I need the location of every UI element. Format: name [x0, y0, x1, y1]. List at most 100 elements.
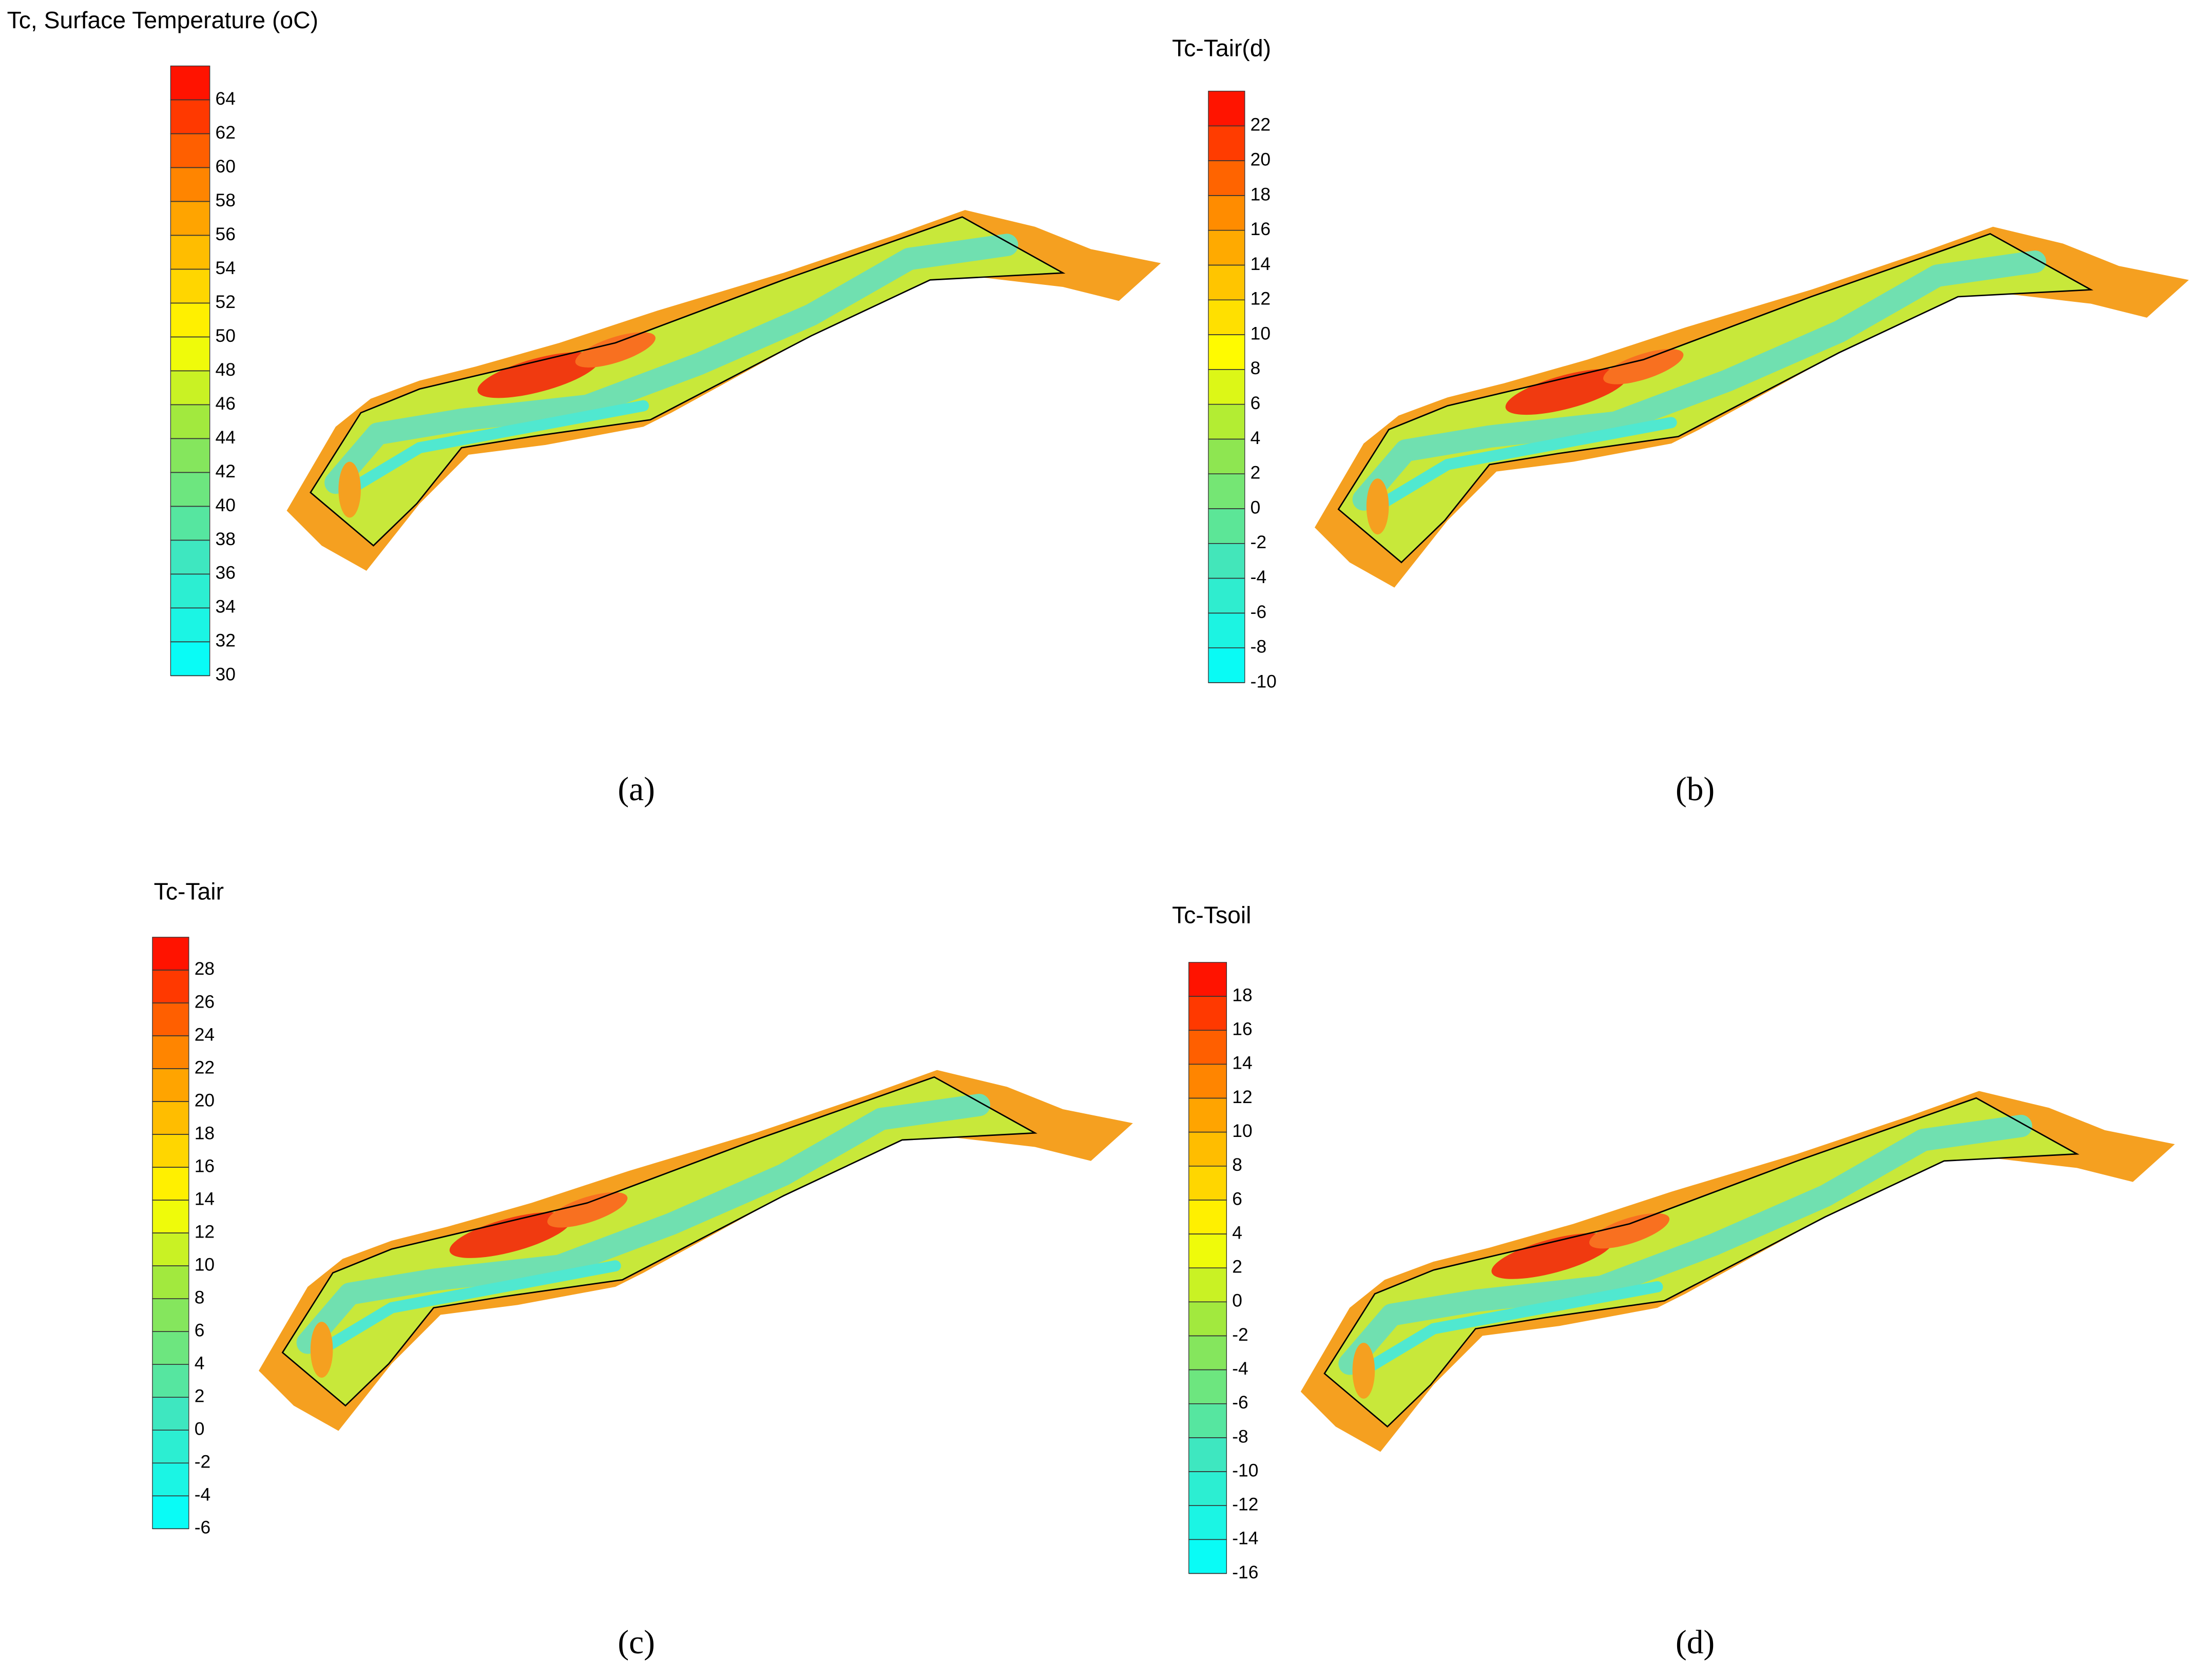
colorbar-band [1188, 1233, 1227, 1268]
colorbar-band [170, 201, 210, 236]
panel-caption: (d) [1676, 1624, 1715, 1661]
colorbar-band [1188, 1505, 1227, 1540]
colorbar-band [1208, 230, 1245, 266]
colorbar-band [1208, 647, 1245, 683]
colorbar-tick-label: -16 [1232, 1562, 1258, 1582]
colorbar-tick-label: -6 [195, 1517, 210, 1538]
colorbar-band [152, 1068, 189, 1102]
colorbar-tick-label: 12 [1251, 288, 1271, 309]
colorbar-tick-label: 42 [216, 461, 236, 481]
colorbar-tick-label: 8 [1251, 358, 1261, 378]
colorbar-band [1188, 962, 1227, 997]
colorbar-tick-label: 4 [1251, 428, 1261, 448]
colorbar-tick-label: -10 [1232, 1460, 1258, 1480]
colorbar-tick-label: 2 [1251, 462, 1261, 483]
colorbar-band [1188, 1437, 1227, 1472]
temperature-field [1301, 1091, 2175, 1452]
colorbar-band [170, 573, 210, 609]
colorbar-band [170, 641, 210, 677]
colorbar-band [1208, 438, 1245, 474]
colorbar-tick-label: 16 [195, 1155, 215, 1176]
colorbar-tick-label: 6 [1232, 1188, 1242, 1209]
colorbar-tick-label: 56 [216, 224, 236, 244]
colorbar-tick-label: 14 [195, 1188, 215, 1209]
colorbar-tick-label: 48 [216, 359, 236, 380]
colorbar-tick-label: 0 [1251, 497, 1261, 517]
colorbar-band [1208, 473, 1245, 509]
colorbar-tick-label: 28 [195, 958, 215, 979]
colorbar-band [1188, 1301, 1227, 1337]
colorbar-band [152, 1200, 189, 1233]
colorbar-tick-label: 16 [1251, 219, 1271, 239]
colorbar-tick-label: 2 [195, 1386, 205, 1406]
panel-caption: (c) [618, 1624, 655, 1661]
colorbar-tick-label: -6 [1232, 1392, 1248, 1413]
colorbar-band [1188, 1369, 1227, 1404]
colorbar-band [1208, 403, 1245, 440]
colorbar-band [170, 235, 210, 270]
colorbar-tick-label: -10 [1251, 671, 1277, 691]
colorbar-tick-label: 22 [195, 1057, 215, 1077]
colorbar-tick-label: 18 [1232, 984, 1252, 1005]
colorbar-tick-label: -2 [195, 1452, 210, 1472]
colorbar-tick-label: 38 [216, 529, 236, 549]
colorbar-band [1188, 1030, 1227, 1065]
colorbar-tick-label: 4 [195, 1353, 205, 1374]
colorbar-tick-label: 14 [1232, 1053, 1252, 1073]
panel-title: Tc-Tair [154, 878, 224, 904]
panel-title: Tc-Tair(d) [1172, 34, 1271, 61]
panel-caption: (b) [1676, 771, 1715, 808]
colorbar-band [1208, 299, 1245, 335]
colorbar-band [1188, 1166, 1227, 1201]
colorbar-band [1208, 334, 1245, 370]
colorbar-band [170, 336, 210, 372]
colorbar-band [170, 506, 210, 541]
panel-title: Tc-Tsoil [1172, 902, 1251, 929]
colorbar-tick-label: 10 [195, 1254, 215, 1275]
colorbar-band [1188, 1131, 1227, 1167]
colorbar-band [170, 302, 210, 338]
colorbar-tick-label: 8 [195, 1287, 205, 1307]
colorbar-tick-label: 8 [1232, 1154, 1242, 1175]
colorbar-tick-label: -4 [1232, 1358, 1248, 1379]
colorbar-band [152, 1430, 189, 1463]
colorbar-band [152, 1101, 189, 1135]
colorbar-tick-label: 22 [1251, 114, 1271, 135]
colorbar-band [170, 472, 210, 507]
panel: Tc-Tsoil -16 -14 -12 -10 -8 -6 -4 -2 0 2 4 6 8 10 12 14 1… [1172, 902, 2175, 1661]
colorbar-band [152, 1462, 189, 1496]
colorbar-tick-label: 10 [1232, 1121, 1252, 1141]
colorbar-band [152, 1364, 189, 1398]
colorbar-band [152, 1298, 189, 1332]
colorbar-tick-label: 34 [216, 596, 236, 617]
colorbar-tick-label: 44 [216, 427, 236, 448]
colorbar-band [152, 1167, 189, 1201]
colorbar-band [152, 1331, 189, 1365]
colorbar-band [170, 370, 210, 405]
colorbar-tick-label: -14 [1232, 1528, 1258, 1549]
colorbar-tick-label: 6 [195, 1320, 205, 1341]
colorbar-tick-label: 14 [1251, 254, 1271, 274]
colorbar-band [152, 937, 189, 971]
colorbar-tick-label: 54 [216, 258, 236, 278]
colorbar-band [152, 1232, 189, 1266]
temperature-field [1315, 227, 2189, 588]
colorbar-tick-label: -8 [1232, 1426, 1248, 1446]
colorbar-tick-label: 58 [216, 190, 236, 210]
colorbar-tick-label: 32 [216, 630, 236, 651]
colorbar-band [1208, 90, 1245, 127]
colorbar-band [1188, 1403, 1227, 1438]
panel: Tc-Tair(d) -10 -8 -6 -4 -2 0 2 4 6 8 10 12 14 16 18 20 22… [1172, 34, 2189, 808]
colorbar-tick-label: 6 [1251, 393, 1261, 413]
colorbar-band [170, 607, 210, 643]
colorbar-band [1188, 1200, 1227, 1234]
colorbar-band [1188, 1267, 1227, 1303]
colorbar-band [1188, 1471, 1227, 1506]
colorbar-tick-label: 20 [195, 1090, 215, 1110]
colorbar-tick-label: 12 [1232, 1087, 1252, 1107]
colorbar-band [1208, 264, 1245, 300]
colorbar-band [152, 1495, 189, 1529]
colorbar-band [170, 268, 210, 304]
colorbar-band [170, 133, 210, 168]
